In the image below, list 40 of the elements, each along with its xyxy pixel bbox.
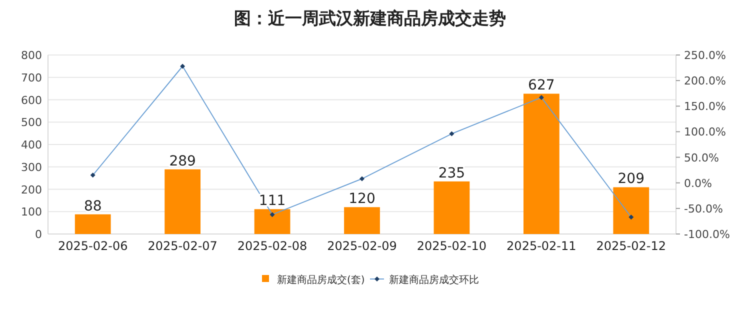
y-tick-label: 100 — [21, 206, 42, 219]
x-tick-label: 2025-02-11 — [506, 239, 576, 253]
x-tick-label: 2025-02-12 — [596, 239, 666, 253]
y-tick-label: 200 — [21, 183, 42, 196]
bar — [613, 187, 650, 234]
bar — [523, 94, 560, 234]
y2-tick-label: 0.0% — [684, 176, 712, 190]
data-label: 289 — [169, 153, 196, 170]
bar — [344, 207, 380, 234]
y-tick-label: 400 — [21, 138, 42, 152]
legend-label: 新建商品房成交环比 — [389, 274, 479, 286]
data-label: 235 — [438, 165, 466, 182]
y2-tick-label: 50.0% — [684, 151, 719, 164]
bar — [74, 214, 111, 234]
y2-tick-label: 200.0% — [684, 74, 726, 88]
bar — [254, 209, 290, 234]
data-label: 627 — [528, 78, 555, 94]
y-tick-label: 800 — [21, 49, 42, 62]
chart-title: 图：近一周武汉新建商品房成交走势 — [234, 9, 506, 29]
bar — [164, 169, 201, 234]
y-tick-label: 0 — [35, 228, 42, 241]
x-tick-label: 2025-02-09 — [327, 239, 397, 253]
y-tick-label: 600 — [21, 94, 42, 107]
y2-tick-label: 250.0% — [684, 49, 726, 62]
legend-label: 新建商品房成交(套) — [277, 274, 365, 286]
x-tick-label: 2025-02-06 — [58, 239, 128, 253]
data-label: 209 — [618, 171, 645, 188]
y-tick-label: 300 — [21, 160, 42, 174]
x-tick-label: 2025-02-10 — [416, 239, 487, 253]
x-tick-label: 2025-02-07 — [148, 239, 218, 253]
bar — [434, 181, 470, 234]
data-label: 88 — [84, 198, 102, 214]
y2-tick-label: 100.0% — [684, 126, 726, 139]
y-tick-label: 700 — [21, 71, 42, 84]
y2-tick-label: -50.0% — [684, 202, 723, 216]
x-tick-label: 2025-02-08 — [237, 239, 308, 253]
data-label: 120 — [348, 191, 376, 208]
y-tick-label: 500 — [21, 116, 42, 130]
y2-tick-label: 150.0% — [684, 100, 726, 114]
y2-tick-label: -100.0% — [684, 228, 730, 241]
